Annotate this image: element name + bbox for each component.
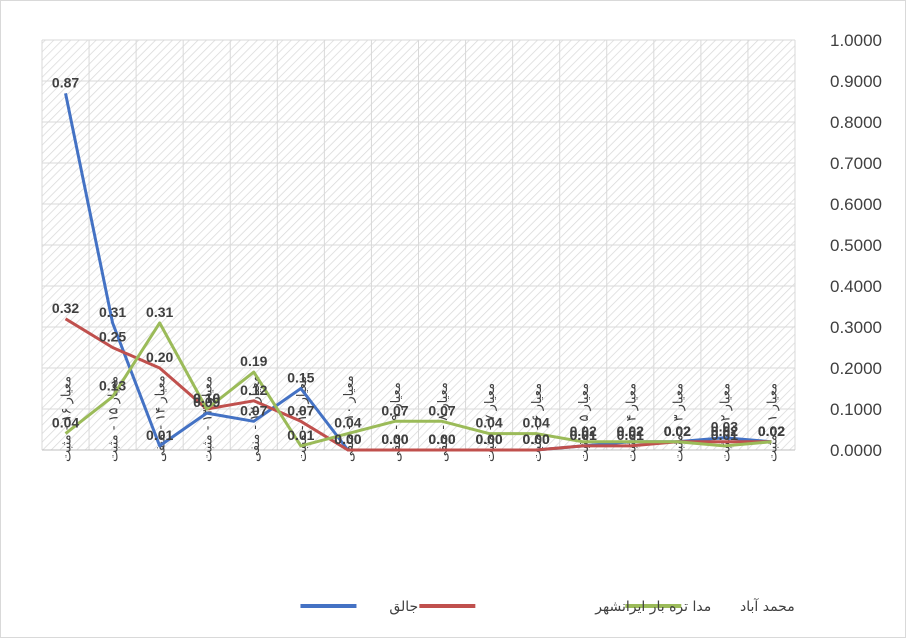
data-label: 0.02 <box>570 423 597 439</box>
data-label: 0.00 <box>475 431 502 447</box>
data-label: 0.03 <box>711 419 738 435</box>
data-label: 0.02 <box>758 423 785 439</box>
y-tick-label: 0.1000 <box>830 400 882 419</box>
data-label: 0.10 <box>193 390 220 406</box>
legend-label: جالق <box>389 599 418 615</box>
y-tick-label: 0.6000 <box>830 195 882 214</box>
x-tick-label: معیار ۱۰ - منفی <box>342 375 357 462</box>
legend-label: مدا تره بار ایرانشهر <box>594 599 711 615</box>
data-label: 0.02 <box>758 423 785 439</box>
data-label: 0.02 <box>758 423 785 439</box>
data-label: 0.07 <box>240 402 267 418</box>
data-label: 0.00 <box>334 431 361 447</box>
data-label: 0.07 <box>381 402 408 418</box>
data-label: 0.04 <box>52 415 79 431</box>
data-label: 0.25 <box>99 329 126 345</box>
data-label: 0.32 <box>52 300 79 316</box>
data-label: 0.01 <box>146 427 173 443</box>
legend-item: محمد آباد <box>625 598 795 615</box>
y-tick-label: 0.4000 <box>830 277 882 296</box>
legend-label: محمد آباد <box>740 598 795 615</box>
y-tick-label: 1.0000 <box>830 31 882 50</box>
data-label: 0.00 <box>381 431 408 447</box>
data-label: 0.02 <box>617 423 644 439</box>
data-label: 0.07 <box>428 402 455 418</box>
data-label: 0.20 <box>146 349 173 365</box>
x-tick-label: معیار ۱۴ - منفی <box>154 375 169 462</box>
data-label: 0.87 <box>52 74 79 90</box>
data-label: 0.00 <box>475 431 502 447</box>
data-label: 0.10 <box>193 390 220 406</box>
data-label: 0.31 <box>99 304 126 320</box>
y-tick-label: 0.3000 <box>830 318 882 337</box>
x-tick-label: معیار ۶ - مثبت <box>530 383 545 462</box>
data-label: 0.09 <box>193 394 220 410</box>
legend-item: جالق <box>300 599 418 615</box>
data-label: 0.15 <box>287 370 314 386</box>
data-label: 0.31 <box>146 304 173 320</box>
data-label: 0.02 <box>664 423 691 439</box>
data-label: 0.00 <box>334 431 361 447</box>
data-label: 0.04 <box>523 415 550 431</box>
series-line <box>64 321 772 448</box>
data-label: 0.00 <box>428 431 455 447</box>
y-tick-label: 0.0000 <box>830 441 882 460</box>
data-label: 0.01 <box>570 427 597 443</box>
data-label: 0.19 <box>240 353 267 369</box>
y-tick-label: 0.7000 <box>830 154 882 173</box>
data-label: 0.02 <box>617 423 644 439</box>
data-label: 0.01 <box>617 427 644 443</box>
data-label: 0.07 <box>287 402 314 418</box>
y-tick-label: 0.2000 <box>830 359 882 378</box>
data-label: 0.02 <box>711 423 738 439</box>
y-tick-label: 0.8000 <box>830 113 882 132</box>
data-label: 0.00 <box>428 431 455 447</box>
data-label: 0.00 <box>523 431 550 447</box>
data-label: 0.00 <box>381 431 408 447</box>
x-tick-label: معیار ۷ - مثبت <box>483 383 498 462</box>
data-label: 0.04 <box>334 415 361 431</box>
legend-item: مدا تره بار ایرانشهر <box>419 599 711 615</box>
data-label: 0.02 <box>664 423 691 439</box>
y-tick-label: 0.9000 <box>830 72 882 91</box>
data-label: 0.00 <box>523 431 550 447</box>
x-tick-label: معیار ۱۳ - مثبت <box>201 376 216 462</box>
data-label: 0.02 <box>664 423 691 439</box>
data-label: 0.04 <box>475 415 502 431</box>
data-label: 0.12 <box>240 382 267 398</box>
data-label: 0.01 <box>711 427 738 443</box>
data-label: 0.01 <box>570 427 597 443</box>
y-tick-label: 0.5000 <box>830 236 882 255</box>
data-label: 0.13 <box>99 378 126 394</box>
x-tick-label: معیار ۱۶ - مثبت <box>60 376 75 462</box>
series-line <box>64 317 772 452</box>
data-label: 0.01 <box>287 427 314 443</box>
